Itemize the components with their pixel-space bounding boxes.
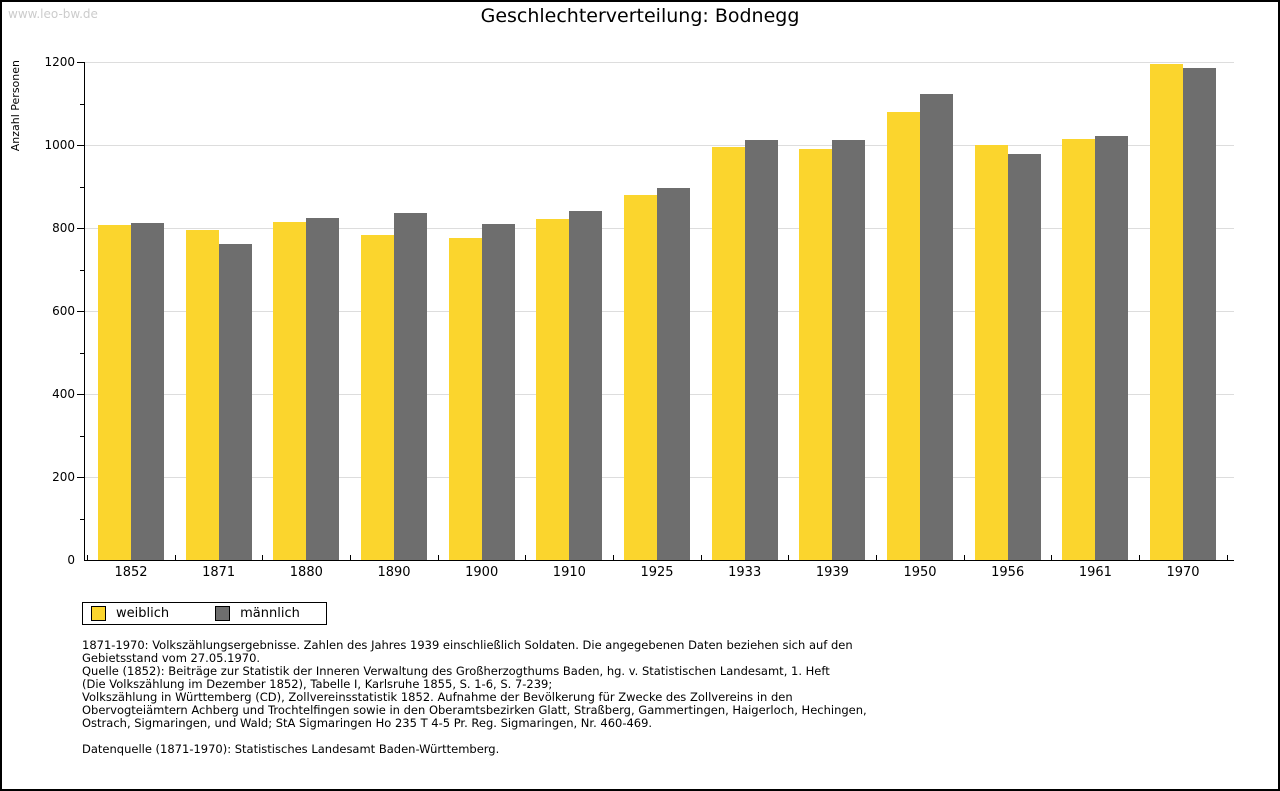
bar-weiblich-1939: [799, 149, 833, 560]
y-axis-label: 400: [52, 387, 75, 401]
x-axis-label: 1956: [991, 565, 1025, 580]
x-tick: [525, 555, 527, 560]
datasource-line: Datenquelle (1871-1970): Statistisches L…: [82, 742, 500, 756]
x-tick: [876, 555, 878, 560]
bar-männlich-1880: [306, 217, 340, 560]
x-axis-label: 1970: [1166, 565, 1200, 580]
footnote-line: Gebietsstand vom 27.05.1970.: [82, 651, 261, 665]
footnote-line: Volkszählung in Württemberg (CD), Zollve…: [82, 690, 793, 704]
y-tick-major: [77, 145, 84, 146]
watermark: www.leo-bw.de: [8, 7, 98, 21]
y-axis-label: 600: [52, 304, 75, 318]
y-axis-title: Anzahl Personen: [9, 60, 22, 152]
y-tick-major: [77, 477, 84, 478]
bar-weiblich-1900: [448, 237, 482, 560]
bar-männlich-1900: [481, 223, 515, 560]
gridline: [85, 62, 1234, 63]
bar-männlich-1871: [218, 243, 252, 560]
bar-männlich-1961: [1095, 136, 1129, 560]
x-tick: [788, 555, 790, 560]
y-axis-label: 200: [52, 470, 75, 484]
y-axis-label: 800: [52, 221, 75, 235]
gridline: [85, 145, 1234, 146]
y-tick-major: [77, 228, 84, 229]
footnote-line: (Die Volkszählung im Dezember 1852), Tab…: [82, 677, 553, 691]
footnotes: 1871-1970: Volkszählungsergebnisse. Zahl…: [82, 639, 867, 756]
legend-item-weiblich: weiblich: [91, 606, 169, 621]
legend-swatch-maennlich: [215, 606, 231, 621]
x-tick: [963, 555, 965, 560]
legend-label-maennlich: männlich: [240, 606, 300, 621]
legend-label-weiblich: weiblich: [116, 606, 170, 621]
x-axis-label: 1950: [903, 565, 937, 580]
y-tick-major: [77, 394, 84, 395]
x-axis-label: 1871: [202, 565, 236, 580]
x-axis-label: 1939: [815, 565, 849, 580]
y-tick-minor: [80, 352, 84, 354]
x-tick: [1226, 555, 1228, 560]
bar-weiblich-1925: [624, 194, 658, 560]
legend-item-maennlich: männlich: [215, 606, 300, 621]
footnote-line: Quelle (1852): Beiträge zur Statistik de…: [82, 664, 830, 678]
y-axis-label: 1200: [44, 55, 75, 69]
bar-männlich-1852: [131, 223, 164, 560]
bar-weiblich-1890: [361, 235, 394, 560]
x-tick: [1139, 555, 1141, 560]
x-tick: [700, 555, 702, 560]
footnote-line: Obervogteiämtern Achberg und Trochtelfin…: [82, 703, 867, 717]
x-axis-label: 1961: [1078, 565, 1112, 580]
x-axis-label: 1890: [377, 565, 411, 580]
x-tick: [174, 555, 176, 560]
bar-männlich-1939: [832, 140, 866, 560]
y-tick-minor: [80, 518, 84, 520]
bar-weiblich-1852: [98, 225, 131, 560]
bar-männlich-1970: [1183, 67, 1217, 560]
x-axis-label: 1900: [465, 565, 499, 580]
footnote-line: Ostrach, Sigmaringen, und Wald; StA Sigm…: [82, 716, 653, 730]
bar-weiblich-1871: [185, 230, 219, 560]
x-tick: [437, 555, 439, 560]
x-axis-label: 1925: [640, 565, 674, 580]
x-tick: [1051, 555, 1053, 560]
bar-männlich-1910: [569, 211, 603, 560]
bar-weiblich-1956: [974, 145, 1008, 560]
legend-swatch-weiblich: [91, 606, 106, 621]
bar-weiblich-1910: [536, 218, 570, 560]
y-tick-minor: [80, 269, 84, 271]
x-tick: [262, 555, 264, 560]
plot-area: 200 400 600 800 1000 1200 0 1852 1871 1880 1890 190…: [44, 55, 1234, 580]
y-tick-minor: [80, 435, 84, 437]
x-axis-label: 1880: [289, 565, 323, 580]
bar-männlich-1956: [1007, 154, 1041, 560]
y-axis-label: 1000: [44, 138, 75, 152]
bar-männlich-1890: [394, 212, 427, 560]
y-tick-major: [77, 311, 84, 312]
y-axis-label: 0: [67, 553, 75, 567]
x-tick: [350, 555, 351, 560]
bar-männlich-1950: [920, 94, 954, 560]
bar-weiblich-1961: [1062, 138, 1096, 560]
y-tick-major: [77, 62, 84, 63]
legend: weiblich männlich: [82, 602, 327, 625]
footnote-line: 1871-1970: Volkszählungsergebnisse. Zahl…: [82, 638, 853, 652]
bar-männlich-1933: [744, 140, 778, 560]
chart-title: Geschlechterverteilung: Bodnegg: [480, 5, 800, 27]
x-tick: [613, 555, 615, 560]
bar-weiblich-1970: [1150, 63, 1184, 560]
bar-weiblich-1880: [273, 221, 307, 560]
y-tick-minor: [80, 103, 84, 105]
x-tick: [87, 555, 88, 560]
bar-weiblich-1950: [887, 111, 921, 560]
x-axis-label: 1852: [114, 565, 148, 580]
bar-männlich-1925: [657, 187, 691, 560]
y-tick-minor: [80, 186, 84, 188]
x-axis-label: 1910: [552, 565, 586, 580]
x-axis-label: 1933: [728, 565, 762, 580]
bar-weiblich-1933: [711, 146, 745, 560]
